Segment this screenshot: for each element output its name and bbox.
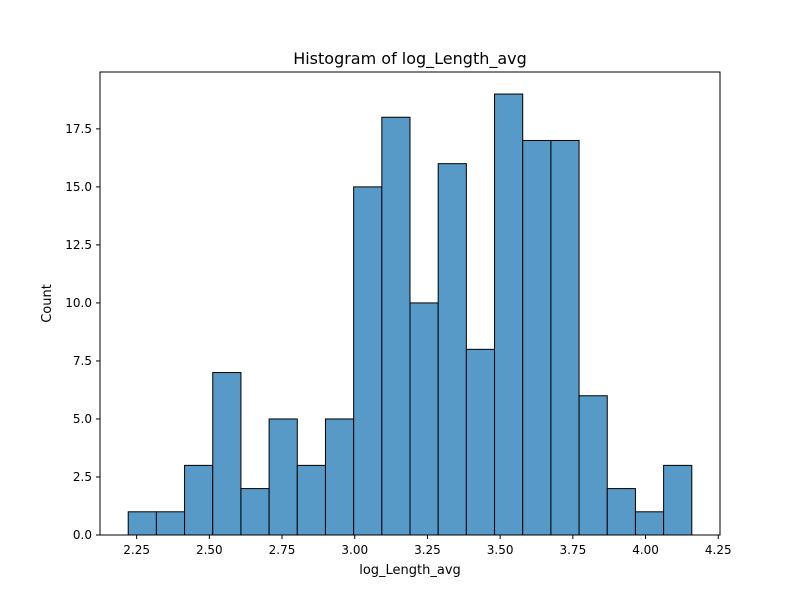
y-tick-label: 0.0 xyxy=(73,528,92,542)
bars-group xyxy=(127,93,693,536)
histogram-bar xyxy=(324,418,355,536)
histogram-bar xyxy=(240,488,270,536)
histogram-bar xyxy=(606,488,636,536)
histogram-bar xyxy=(127,511,157,536)
histogram-bar xyxy=(353,186,383,536)
histogram-bar xyxy=(437,163,467,536)
y-axis-label: Count xyxy=(40,284,55,323)
y-tick-label: 10.0 xyxy=(65,296,92,310)
histogram-bar xyxy=(381,116,411,536)
histogram-bar xyxy=(663,464,693,536)
histogram-bar xyxy=(296,464,326,536)
x-tick-label: 2.50 xyxy=(196,543,223,557)
x-tick-label: 2.25 xyxy=(123,543,150,557)
x-tick-label: 4.25 xyxy=(705,543,732,557)
histogram-bar xyxy=(522,139,552,536)
histogram-bar xyxy=(155,511,186,536)
x-tick-label: 2.75 xyxy=(269,543,296,557)
y-tick-label: 2.5 xyxy=(73,470,92,484)
histogram-bar xyxy=(494,93,524,536)
x-tick-label: 4.00 xyxy=(632,543,659,557)
x-tick-label: 3.50 xyxy=(487,543,514,557)
histogram-bar xyxy=(465,348,496,536)
chart-title: Histogram of log_Length_avg xyxy=(293,49,527,69)
histogram-bar xyxy=(409,302,439,536)
histogram-bar xyxy=(268,418,298,536)
y-tick-label: 5.0 xyxy=(73,412,92,426)
y-tick-label: 12.5 xyxy=(65,238,92,252)
histogram-bar xyxy=(578,395,608,536)
plot-frame xyxy=(99,71,721,536)
y-tick-label: 7.5 xyxy=(73,354,92,368)
histogram-bar xyxy=(634,511,665,536)
x-tick-label: 3.25 xyxy=(414,543,441,557)
x-tick-label: 3.75 xyxy=(559,543,586,557)
y-tick-label: 17.5 xyxy=(65,122,92,136)
x-axis-ticks: 2.25 2.50 2.75 3.00 3.25 3.50 3.75 4.00 4.25 xyxy=(123,535,732,557)
x-axis-label: log_Length_avg xyxy=(359,563,461,578)
y-axis-ticks: 0.0 2.5 5.0 7.5 10.0 12.5 15.0 17.5 xyxy=(65,122,100,542)
y-tick-label: 15.0 xyxy=(65,180,92,194)
x-tick-label: 3.00 xyxy=(341,543,368,557)
histogram-bar xyxy=(184,464,214,536)
histogram-bar xyxy=(212,372,242,536)
histogram-bar xyxy=(550,139,580,536)
